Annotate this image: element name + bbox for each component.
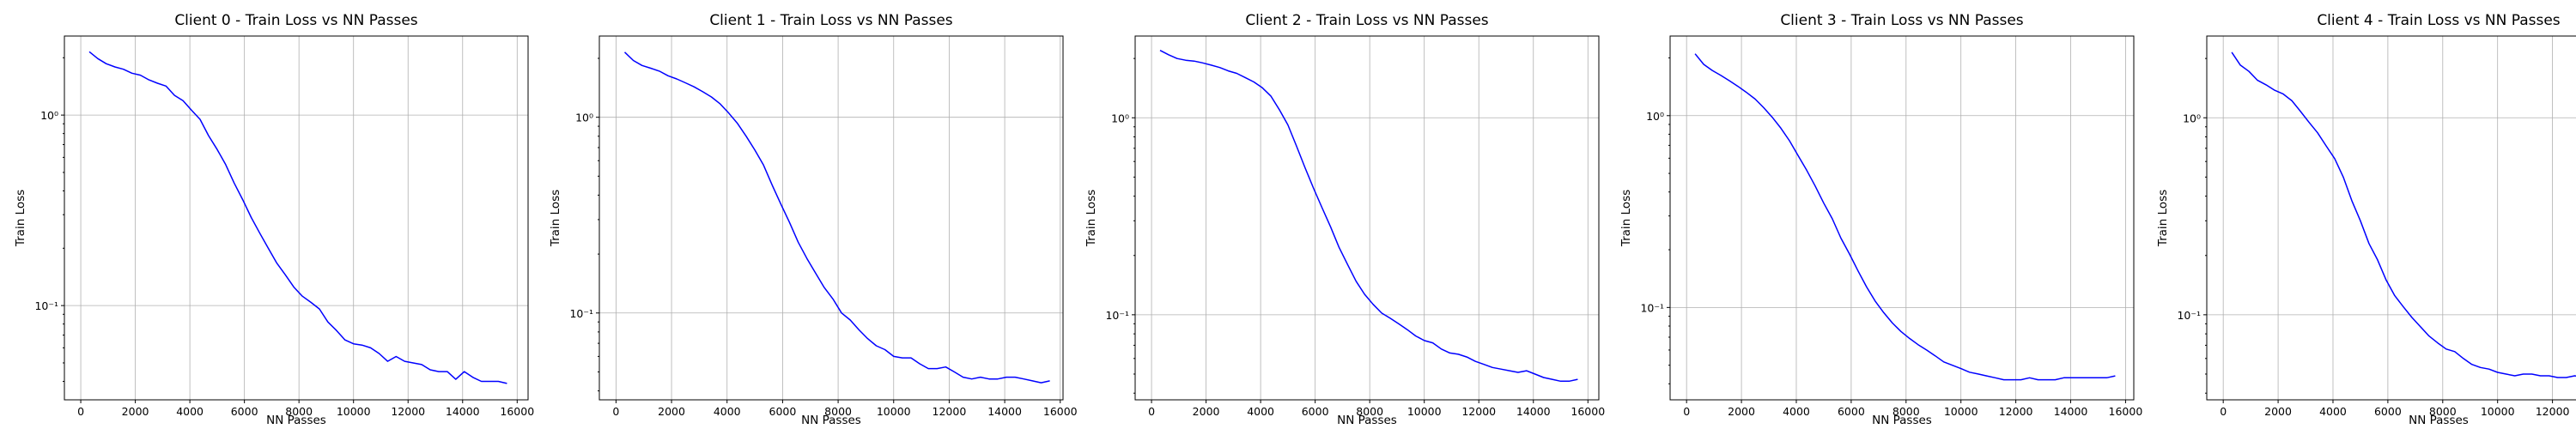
x-tick-label: 12000 — [2536, 405, 2570, 418]
chart-title: Client 2 - Train Loss vs NN Passes — [1245, 12, 1488, 29]
x-tick-label: 2000 — [1193, 405, 1220, 418]
y-tick-label: 10⁰ — [2183, 112, 2201, 124]
x-tick-label: 4000 — [714, 405, 741, 418]
x-tick-label: 8000 — [1893, 405, 1920, 418]
axes-frame — [1134, 35, 1600, 401]
x-tick-label: 2000 — [658, 405, 685, 418]
train-loss-line-0 — [2231, 51, 2576, 378]
x-axis-label: NN Passes — [801, 414, 861, 427]
x-tick-label: 8000 — [285, 405, 313, 418]
y-axis-label: Train Loss — [1619, 190, 1633, 247]
x-tick-label: 6000 — [231, 405, 258, 418]
x-tick-label: 0 — [77, 405, 84, 418]
x-tick-label: 16000 — [2109, 405, 2143, 418]
chart-panel-2: Client 2 - Train Loss vs NN Passes 0 2000 4… — [1084, 12, 1605, 427]
chart-panel-0: Client 0 - Train Loss vs NN Passes 0 2000 4… — [14, 12, 534, 427]
x-tick-label: 14000 — [2054, 405, 2088, 418]
chart-title: Client 0 - Train Loss vs NN Passes — [174, 12, 417, 29]
y-axis-label: Train Loss — [2156, 190, 2170, 247]
chart-panel-1: Client 1 - Train Loss vs NN Passes 0 2000 4… — [549, 12, 1078, 427]
y-tick-label: 10⁻¹ — [569, 307, 593, 320]
train-loss-line-0 — [88, 51, 507, 384]
x-tick-label: 12000 — [1999, 405, 2033, 418]
x-tick-label: 4000 — [1783, 405, 1810, 418]
axes-frame — [64, 35, 529, 401]
x-tick-label: 10000 — [1407, 405, 1442, 418]
x-tick-label: 0 — [1683, 405, 1690, 418]
chart-title: Client 4 - Train Loss vs NN Passes — [2317, 12, 2560, 29]
axes-frame — [598, 35, 1064, 401]
x-tick-label: 14000 — [1516, 405, 1551, 418]
train-loss-line-0 — [623, 51, 1050, 384]
x-tick-label: 6000 — [1838, 405, 1865, 418]
x-tick-label: 6000 — [769, 405, 797, 418]
x-tick-label: 6000 — [2374, 405, 2402, 418]
axes-frame — [2206, 35, 2576, 401]
y-tick-label: 10⁻¹ — [1105, 309, 1129, 322]
y-tick-label: 10⁻¹ — [34, 299, 58, 312]
x-tick-label: 14000 — [446, 405, 480, 418]
chart-panel-4: Client 4 - Train Loss vs NN Passes 0 2000 4… — [2156, 12, 2576, 427]
x-tick-label: 0 — [1148, 405, 1155, 418]
x-tick-label: 4000 — [176, 405, 204, 418]
x-tick-label: 10000 — [2481, 405, 2515, 418]
chart-title: Client 1 - Train Loss vs NN Passes — [709, 12, 952, 29]
y-tick-label: 10⁰ — [1646, 110, 1664, 123]
chart-panel-3: Client 3 - Train Loss vs NN Passes 0 2000 4… — [1619, 12, 2142, 427]
y-tick-label: 10⁰ — [1111, 112, 1129, 124]
x-tick-label: 8000 — [824, 405, 852, 418]
y-axis-label: Train Loss — [549, 190, 562, 247]
x-axis-label: NN Passes — [266, 414, 326, 427]
x-tick-label: 10000 — [337, 405, 371, 418]
x-tick-label: 12000 — [391, 405, 425, 418]
x-tick-label: 10000 — [1944, 405, 1978, 418]
x-tick-label: 2000 — [1728, 405, 1755, 418]
train-loss-line-0 — [1159, 50, 1578, 383]
x-tick-label: 16000 — [1043, 405, 1078, 418]
y-tick-label: 10⁰ — [575, 112, 593, 124]
x-tick-label: 12000 — [933, 405, 967, 418]
x-axis-label: NN Passes — [1337, 414, 1397, 427]
y-tick-label: 10⁻¹ — [2177, 309, 2201, 322]
axes-frame — [1669, 35, 2135, 401]
y-axis-label: Train Loss — [14, 190, 27, 247]
x-axis-label: NN Passes — [2409, 414, 2469, 427]
x-tick-label: 12000 — [1461, 405, 1496, 418]
chart-title: Client 3 - Train Loss vs NN Passes — [1780, 12, 2023, 29]
x-tick-label: 8000 — [2429, 405, 2457, 418]
train-loss-line-0 — [1694, 53, 2116, 381]
x-tick-label: 10000 — [877, 405, 911, 418]
x-tick-label: 0 — [612, 405, 619, 418]
x-tick-label: 14000 — [987, 405, 1022, 418]
x-tick-label: 2000 — [122, 405, 149, 418]
y-tick-label: 10⁰ — [40, 109, 58, 122]
x-tick-label: 16000 — [1571, 405, 1605, 418]
x-tick-label: 2000 — [2264, 405, 2292, 418]
x-axis-label: NN Passes — [1872, 414, 1932, 427]
y-tick-label: 10⁻¹ — [1640, 301, 1664, 314]
x-tick-label: 0 — [2220, 405, 2227, 418]
x-tick-label: 16000 — [500, 405, 534, 418]
x-tick-label: 4000 — [2319, 405, 2347, 418]
x-tick-label: 6000 — [1302, 405, 1329, 418]
x-tick-label: 8000 — [1356, 405, 1383, 418]
x-tick-label: 4000 — [1247, 405, 1274, 418]
y-axis-label: Train Loss — [1084, 190, 1098, 247]
